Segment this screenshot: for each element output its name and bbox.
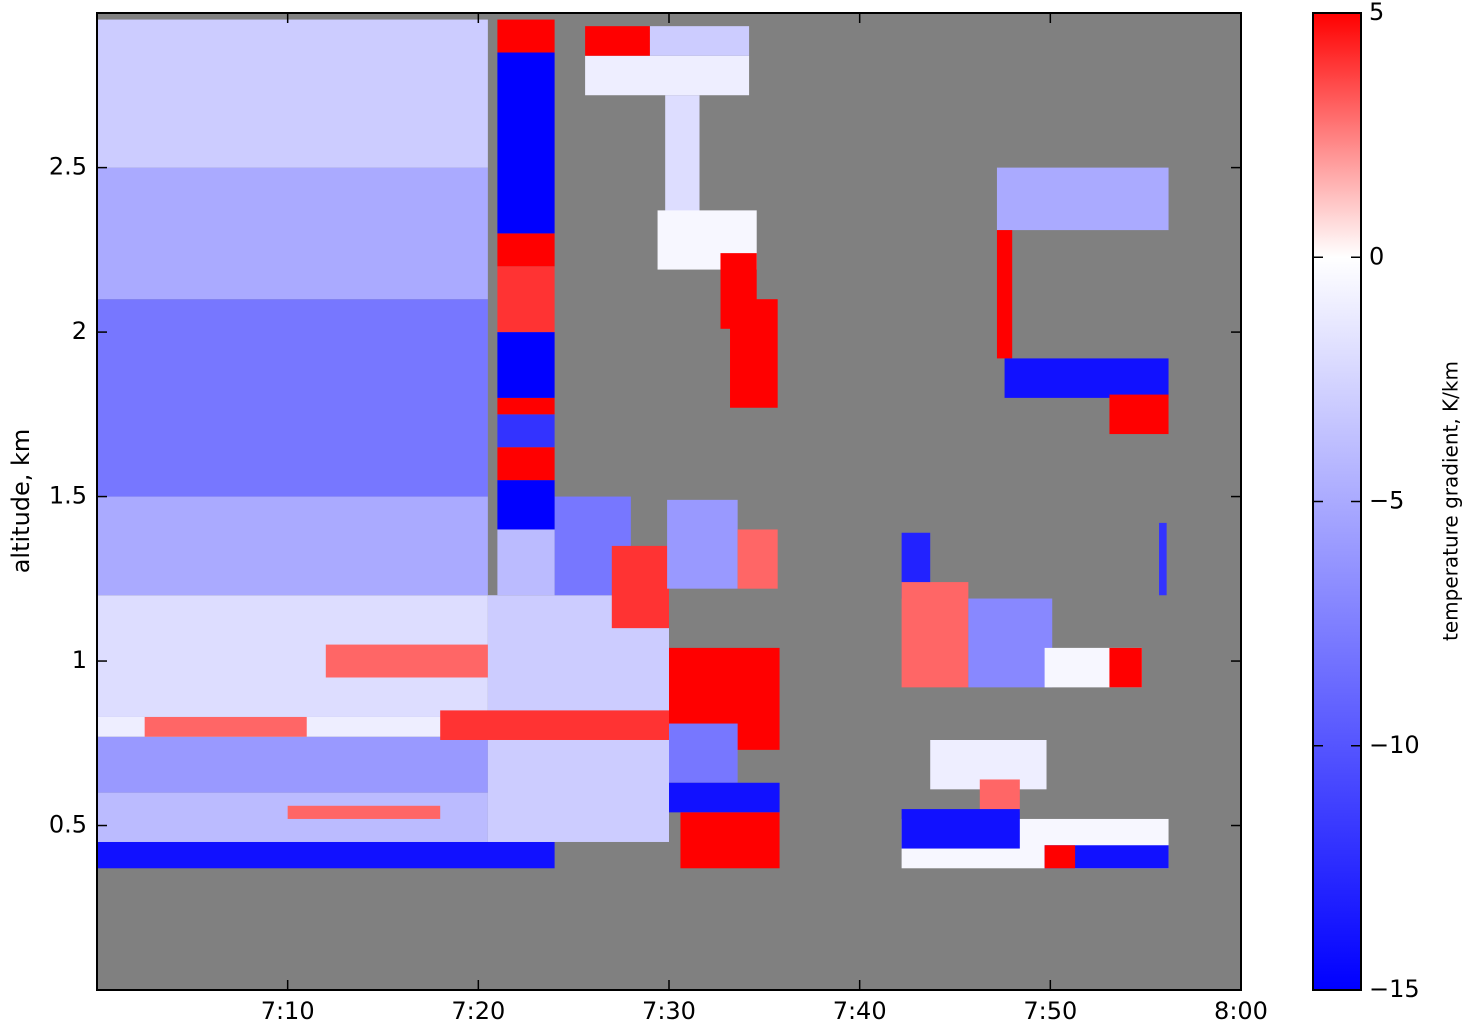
y-tick-label: 2 xyxy=(72,317,87,345)
heatmap-cell xyxy=(97,299,488,497)
heatmap-cell xyxy=(497,397,555,415)
heatmap-cell xyxy=(97,496,488,596)
heatmap-cell xyxy=(669,782,780,813)
heatmap-cell xyxy=(649,26,750,56)
heatmap-cell xyxy=(1159,522,1167,596)
colorbar-tick-label: −15 xyxy=(1369,975,1420,1003)
heatmap-cell xyxy=(497,414,555,448)
x-tick-label: 8:00 xyxy=(1214,997,1268,1025)
heatmap-cell xyxy=(901,809,1020,849)
heatmap-cell xyxy=(996,230,1013,359)
heatmap-cell xyxy=(97,841,555,869)
heatmap-cell xyxy=(996,167,1169,231)
heatmap-cell xyxy=(287,805,441,819)
heatmap-cell xyxy=(585,55,750,96)
heatmap-cell xyxy=(585,26,650,56)
heatmap-cell xyxy=(497,447,555,481)
heatmap-cell xyxy=(680,812,780,869)
heatmap-cell xyxy=(497,19,555,53)
heatmap-cell xyxy=(1004,358,1169,398)
heatmap-cell xyxy=(144,716,307,737)
heatmap-cell xyxy=(968,598,1053,688)
heatmap-cell xyxy=(1109,394,1169,435)
heatmap-cell xyxy=(97,736,488,793)
y-tick-label: 1 xyxy=(72,646,87,674)
colorbar-tick-label: 5 xyxy=(1369,0,1384,26)
colorbar-tick-label: 0 xyxy=(1369,242,1384,270)
y-axis-label: altitude, km xyxy=(7,429,35,574)
heatmap-cell xyxy=(497,266,555,333)
heatmap-cell xyxy=(97,167,488,300)
heatmap-cell xyxy=(440,710,669,740)
x-tick-label: 7:20 xyxy=(451,997,505,1025)
heatmap-cell xyxy=(730,299,778,408)
heatmap-cell xyxy=(497,480,555,530)
heatmap-cell xyxy=(979,779,1020,813)
y-tick-label: 0.5 xyxy=(49,811,87,839)
x-tick-label: 7:30 xyxy=(642,997,696,1025)
heatmap-cell xyxy=(497,52,555,234)
x-tick-label: 7:50 xyxy=(1023,997,1077,1025)
heatmap-cell xyxy=(1044,845,1169,869)
heatmap-cell xyxy=(611,545,669,629)
y-tick-label: 2.5 xyxy=(49,153,87,181)
y-tick-label: 1.5 xyxy=(49,482,87,510)
heatmap-cell xyxy=(667,499,738,589)
colorbar-tick-label: −5 xyxy=(1369,487,1404,515)
heatmap-cell xyxy=(1109,647,1142,688)
heatmap-cell xyxy=(325,644,498,678)
x-tick-label: 7:10 xyxy=(261,997,315,1025)
heatmap-cell xyxy=(1044,845,1076,869)
heatmap-cell xyxy=(497,529,555,596)
heatmap-cell xyxy=(901,582,969,688)
heatmap-cell xyxy=(97,19,488,168)
heatmap-cell xyxy=(669,723,738,783)
heatmap-cell xyxy=(497,332,555,398)
heatmap-cell xyxy=(497,233,555,267)
colorbar-tick-label: −10 xyxy=(1369,731,1420,759)
colorbar-label: temperature gradient, K/km xyxy=(1439,361,1463,641)
x-tick-label: 7:40 xyxy=(833,997,887,1025)
heatmap-cell xyxy=(737,529,778,589)
